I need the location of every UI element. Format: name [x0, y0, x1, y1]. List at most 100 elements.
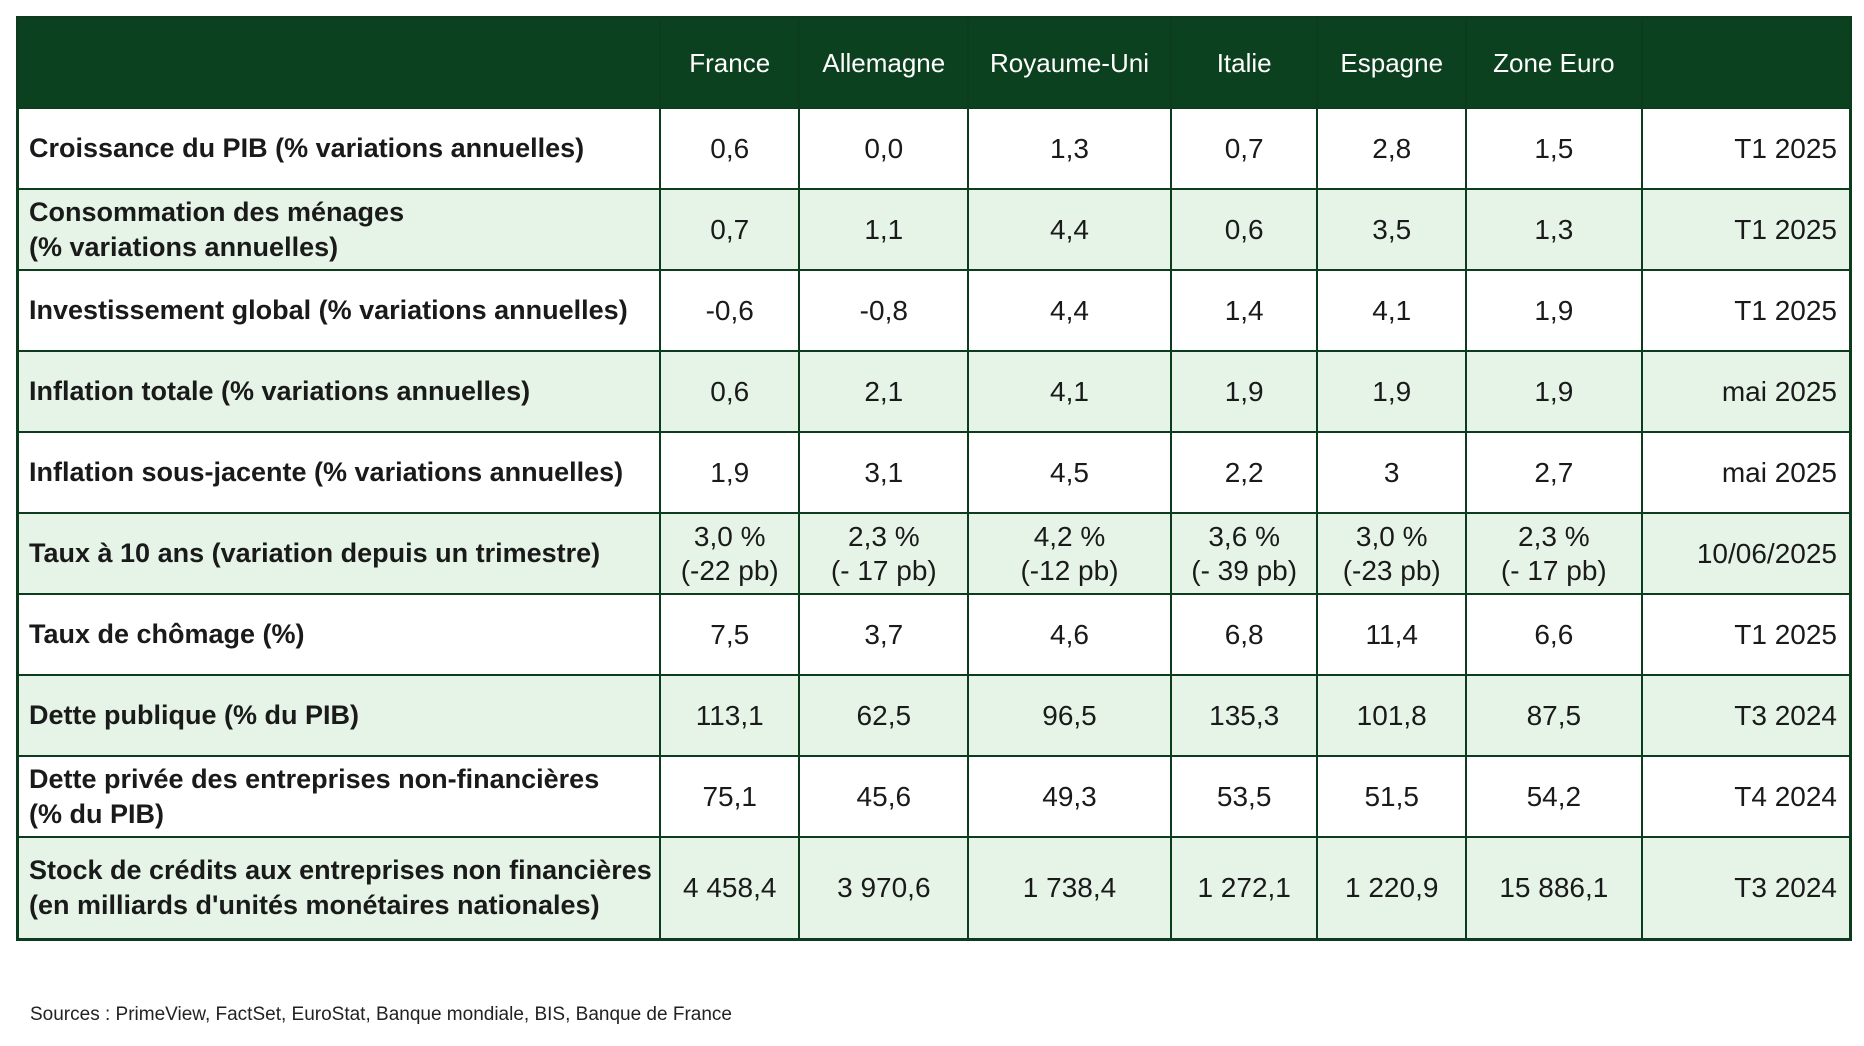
cell-royaume-uni: 4,5	[967, 431, 1172, 514]
cell-espagne: 3	[1316, 431, 1467, 514]
cell-france: 1,9	[658, 431, 801, 514]
header-row: France Allemagne Royaume-Uni Italie Espa…	[16, 16, 1852, 109]
cell-royaume-uni: 4,4	[967, 269, 1172, 352]
cell-allemagne: -0,8	[798, 269, 970, 352]
cell-allemagne: 1,1	[798, 188, 970, 271]
cell-espagne: 11,4	[1316, 593, 1467, 676]
cell-date: T3 2024	[1640, 836, 1852, 941]
cell-date: T1 2025	[1640, 593, 1852, 676]
cell-italie: 1,4	[1169, 269, 1319, 352]
cell-date: T4 2024	[1640, 755, 1852, 838]
cell-espagne: 51,5	[1316, 755, 1467, 838]
cell-allemagne: 3,1	[798, 431, 970, 514]
cell-italie: 1 272,1	[1169, 836, 1319, 941]
row-label: Croissance du PIB (% variations annuelle…	[16, 107, 661, 190]
cell-royaume-uni: 49,3	[967, 755, 1172, 838]
row-label: Stock de crédits aux entreprises non fin…	[16, 836, 661, 941]
cell-zone-euro: 87,5	[1465, 674, 1643, 757]
cell-espagne: 2,8	[1316, 107, 1467, 190]
table-row: Investissement global (% variations annu…	[16, 269, 1852, 352]
economic-indicators-table-container: France Allemagne Royaume-Uni Italie Espa…	[16, 16, 1852, 941]
cell-france: 0,6	[658, 107, 801, 190]
header-cell-france: France	[658, 16, 801, 109]
cell-italie: 1,9	[1169, 350, 1319, 433]
row-label: Taux de chômage (%)	[16, 593, 661, 676]
cell-allemagne: 0,0	[798, 107, 970, 190]
cell-zone-euro: 1,9	[1465, 350, 1643, 433]
row-label: Dette privée des entreprises non-financi…	[16, 755, 661, 838]
cell-date: T1 2025	[1640, 107, 1852, 190]
header-cell-espagne: Espagne	[1316, 16, 1467, 109]
cell-italie: 6,8	[1169, 593, 1319, 676]
cell-zone-euro: 6,6	[1465, 593, 1643, 676]
cell-date: mai 2025	[1640, 431, 1852, 514]
cell-zone-euro: 15 886,1	[1465, 836, 1643, 941]
cell-italie: 3,6 % (- 39 pb)	[1169, 512, 1319, 595]
economic-indicators-table: France Allemagne Royaume-Uni Italie Espa…	[16, 16, 1852, 941]
sources-note: Sources : PrimeView, FactSet, EuroStat, …	[30, 1004, 732, 1025]
cell-date: 10/06/2025	[1640, 512, 1852, 595]
table-row: Inflation totale (% variations annuelles…	[16, 350, 1852, 433]
cell-zone-euro: 1,5	[1465, 107, 1643, 190]
cell-date: T3 2024	[1640, 674, 1852, 757]
row-label: Dette publique (% du PIB)	[16, 674, 661, 757]
cell-allemagne: 62,5	[798, 674, 970, 757]
cell-zone-euro: 2,3 % (- 17 pb)	[1465, 512, 1643, 595]
cell-italie: 135,3	[1169, 674, 1319, 757]
row-label: Inflation totale (% variations annuelles…	[16, 350, 661, 433]
row-label: Taux à 10 ans (variation depuis un trime…	[16, 512, 661, 595]
cell-italie: 53,5	[1169, 755, 1319, 838]
header-cell-zone-euro: Zone Euro	[1465, 16, 1643, 109]
cell-date: T1 2025	[1640, 269, 1852, 352]
cell-france: 0,7	[658, 188, 801, 271]
table-row: Consommation des ménages (% variations an…	[16, 188, 1852, 271]
cell-royaume-uni: 1,3	[967, 107, 1172, 190]
header-cell-royaume-uni: Royaume-Uni	[967, 16, 1172, 109]
cell-zone-euro: 1,3	[1465, 188, 1643, 271]
cell-france: -0,6	[658, 269, 801, 352]
cell-france: 75,1	[658, 755, 801, 838]
cell-espagne: 101,8	[1316, 674, 1467, 757]
cell-france: 113,1	[658, 674, 801, 757]
cell-italie: 2,2	[1169, 431, 1319, 514]
cell-france: 7,5	[658, 593, 801, 676]
cell-france: 4 458,4	[658, 836, 801, 941]
cell-espagne: 1 220,9	[1316, 836, 1467, 941]
table-row: Inflation sous-jacente (% variations ann…	[16, 431, 1852, 514]
cell-date: mai 2025	[1640, 350, 1852, 433]
cell-royaume-uni: 4,6	[967, 593, 1172, 676]
cell-espagne: 1,9	[1316, 350, 1467, 433]
cell-france: 3,0 % (-22 pb)	[658, 512, 801, 595]
cell-zone-euro: 54,2	[1465, 755, 1643, 838]
row-label: Consommation des ménages (% variations an…	[16, 188, 661, 271]
cell-allemagne: 45,6	[798, 755, 970, 838]
table-row: Taux de chômage (%) 7,5 3,7 4,6 6,8 11,4 6,6 T1…	[16, 593, 1852, 676]
cell-allemagne: 2,1	[798, 350, 970, 433]
cell-italie: 0,7	[1169, 107, 1319, 190]
table-body: Croissance du PIB (% variations annuelle…	[16, 107, 1852, 941]
cell-zone-euro: 2,7	[1465, 431, 1643, 514]
cell-royaume-uni: 4,1	[967, 350, 1172, 433]
cell-royaume-uni: 1 738,4	[967, 836, 1172, 941]
row-label: Inflation sous-jacente (% variations ann…	[16, 431, 661, 514]
row-label: Investissement global (% variations annu…	[16, 269, 661, 352]
header-cell-allemagne: Allemagne	[798, 16, 970, 109]
table-row: Dette publique (% du PIB) 113,1 62,5 96,5 13…	[16, 674, 1852, 757]
cell-allemagne: 3,7	[798, 593, 970, 676]
cell-italie: 0,6	[1169, 188, 1319, 271]
table-row: Stock de crédits aux entreprises non fin…	[16, 836, 1852, 941]
header-cell-date	[1640, 16, 1852, 109]
cell-espagne: 3,0 % (-23 pb)	[1316, 512, 1467, 595]
table-row: Taux à 10 ans (variation depuis un trime…	[16, 512, 1852, 595]
cell-zone-euro: 1,9	[1465, 269, 1643, 352]
header-corner	[16, 16, 661, 109]
cell-date: T1 2025	[1640, 188, 1852, 271]
table-row: Dette privée des entreprises non-financi…	[16, 755, 1852, 838]
cell-royaume-uni: 4,4	[967, 188, 1172, 271]
cell-allemagne: 2,3 % (- 17 pb)	[798, 512, 970, 595]
header-cell-italie: Italie	[1169, 16, 1319, 109]
cell-royaume-uni: 4,2 % (-12 pb)	[967, 512, 1172, 595]
cell-royaume-uni: 96,5	[967, 674, 1172, 757]
cell-france: 0,6	[658, 350, 801, 433]
cell-espagne: 3,5	[1316, 188, 1467, 271]
